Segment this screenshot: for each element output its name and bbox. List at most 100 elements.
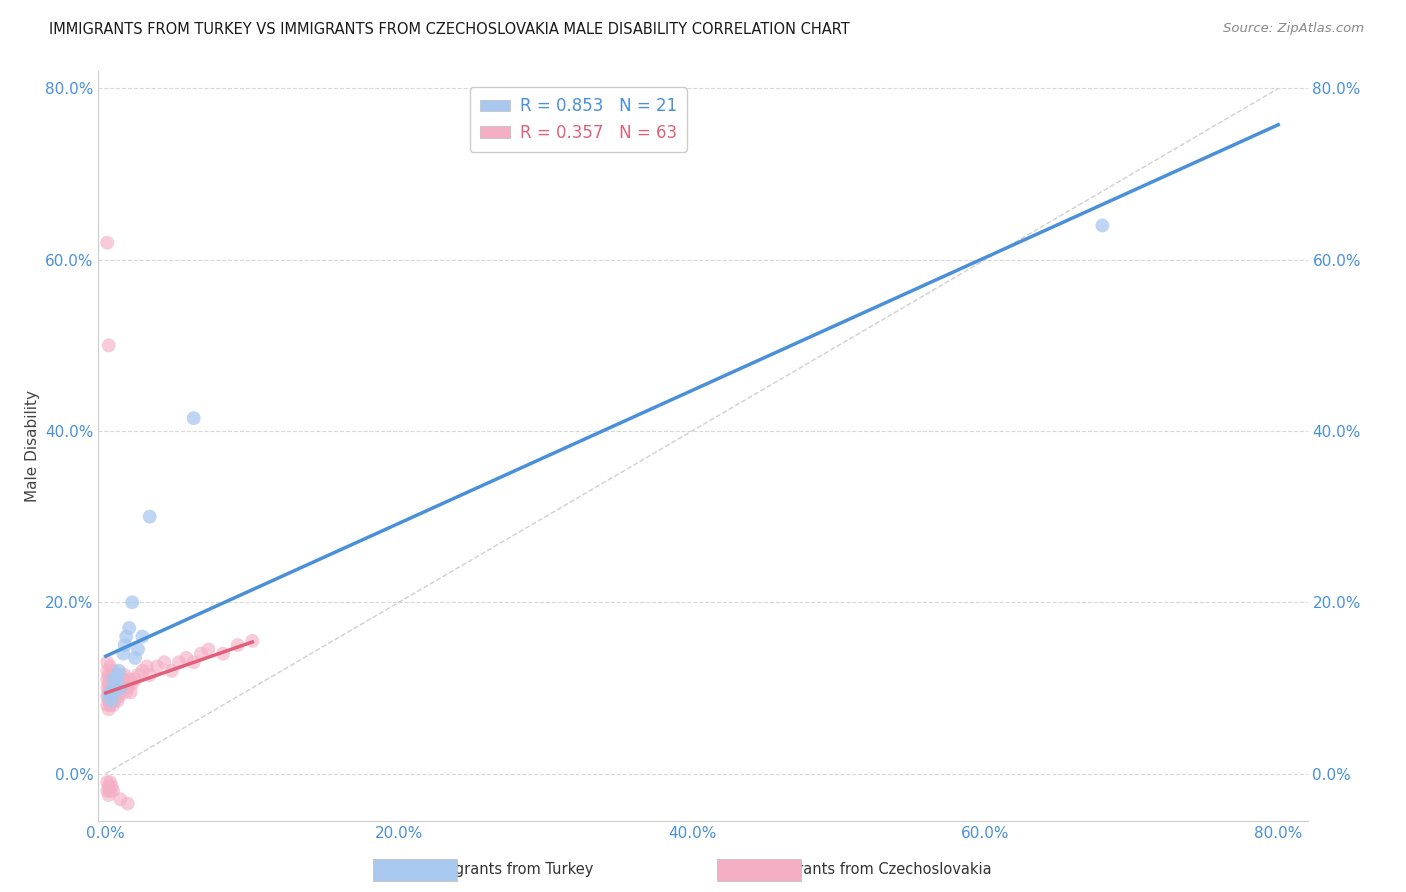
Point <box>97 676 120 690</box>
Point <box>101 673 124 687</box>
Text: Source: ZipAtlas.com: Source: ZipAtlas.com <box>1223 22 1364 36</box>
Point <box>100 668 122 682</box>
Point <box>105 690 128 704</box>
Point <box>117 681 139 695</box>
Point <box>146 659 169 673</box>
Point <box>103 685 125 699</box>
Point <box>131 630 153 644</box>
Point <box>100 694 122 708</box>
Point <box>153 655 176 669</box>
Point <box>97 788 120 802</box>
Point <box>212 647 235 661</box>
Point <box>98 681 121 695</box>
Point <box>138 509 160 524</box>
Point <box>167 655 190 669</box>
Point <box>97 780 120 794</box>
Point <box>127 642 149 657</box>
Point <box>226 638 249 652</box>
Point <box>121 595 143 609</box>
Point <box>97 668 120 682</box>
Point <box>100 685 122 699</box>
Point <box>1091 219 1114 233</box>
Point <box>176 651 198 665</box>
Point <box>96 690 118 704</box>
Point <box>190 647 212 661</box>
Point <box>112 673 135 687</box>
Point <box>98 698 121 712</box>
Point <box>117 797 139 811</box>
Point <box>96 664 118 678</box>
Point <box>135 659 157 673</box>
Point <box>114 638 136 652</box>
Point <box>96 698 118 712</box>
Point <box>101 664 124 678</box>
Text: IMMIGRANTS FROM TURKEY VS IMMIGRANTS FROM CZECHOSLOVAKIA MALE DISABILITY CORRELA: IMMIGRANTS FROM TURKEY VS IMMIGRANTS FRO… <box>49 22 851 37</box>
Point <box>110 685 132 699</box>
Point <box>101 673 124 687</box>
Point <box>115 685 138 699</box>
Point <box>98 783 121 797</box>
Point <box>112 647 135 661</box>
Point <box>97 338 120 352</box>
Point <box>127 668 149 682</box>
Point <box>97 702 120 716</box>
Point <box>100 780 122 794</box>
Text: Immigrants from Czechoslovakia: Immigrants from Czechoslovakia <box>751 863 993 877</box>
Point <box>107 668 129 682</box>
Point <box>98 690 121 704</box>
Legend: R = 0.853   N = 21, R = 0.357   N = 63: R = 0.853 N = 21, R = 0.357 N = 63 <box>470 87 686 152</box>
Point <box>108 690 131 704</box>
Point <box>160 664 183 678</box>
Point <box>98 775 121 789</box>
Point <box>110 668 132 682</box>
Point <box>103 694 125 708</box>
Point <box>111 681 134 695</box>
Point <box>96 775 118 789</box>
Point <box>105 676 128 690</box>
Point <box>114 668 136 682</box>
Point <box>103 668 125 682</box>
Point <box>98 673 121 687</box>
Text: Immigrants from Turkey: Immigrants from Turkey <box>419 863 593 877</box>
Point <box>118 673 141 687</box>
Point <box>98 685 121 699</box>
Point <box>98 659 121 673</box>
Point <box>120 685 142 699</box>
Point <box>183 655 205 669</box>
Point <box>96 235 118 250</box>
Point <box>108 664 131 678</box>
Point <box>101 681 124 695</box>
Point <box>121 676 143 690</box>
Point <box>107 694 129 708</box>
Point <box>108 673 131 687</box>
Point <box>115 630 138 644</box>
Point <box>97 690 120 704</box>
Point <box>100 694 122 708</box>
Point <box>100 676 122 690</box>
Point <box>197 642 219 657</box>
Point <box>101 783 124 797</box>
Point <box>101 690 124 704</box>
Point <box>183 411 205 425</box>
Point <box>240 633 263 648</box>
Point <box>124 673 146 687</box>
Point <box>97 694 120 708</box>
Point <box>138 668 160 682</box>
Point <box>124 651 146 665</box>
Point <box>110 681 132 695</box>
Point <box>101 698 124 712</box>
Point <box>110 792 132 806</box>
Point <box>96 681 118 695</box>
Point <box>118 621 141 635</box>
Point <box>105 676 128 690</box>
Y-axis label: Male Disability: Male Disability <box>24 390 39 502</box>
Point <box>96 783 118 797</box>
Point <box>97 685 120 699</box>
Point <box>107 681 129 695</box>
Point <box>96 673 118 687</box>
Point <box>96 655 118 669</box>
Point <box>101 681 124 695</box>
Point <box>107 668 129 682</box>
Point <box>131 664 153 678</box>
Point <box>103 681 125 695</box>
